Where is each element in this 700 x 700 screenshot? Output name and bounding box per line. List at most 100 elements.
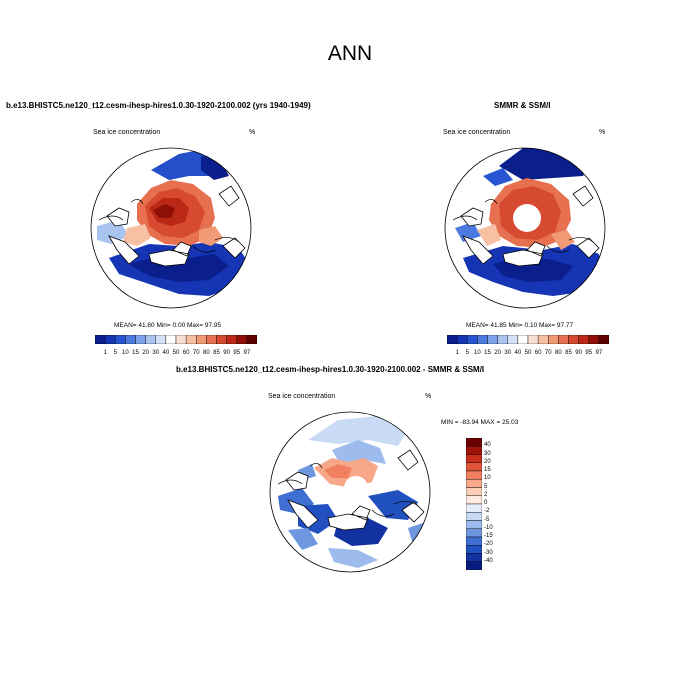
colorbar-tick-label: 90 [575, 350, 582, 356]
colorbar-swatch [466, 470, 482, 480]
colorbar-tick-label: 20 [494, 350, 501, 356]
model-polar-map [90, 147, 252, 309]
colorbar-tick-label: 1 [455, 350, 459, 356]
colorbar-swatch [125, 334, 136, 345]
colorbar-tick-label: 5 [484, 483, 488, 490]
obs-colorbar: 1 5 10 15 20 30 40 50 60 70 80 85 90 95 97 [446, 331, 610, 359]
colorbar-tick-label: 20 [484, 458, 491, 465]
colorbar-swatch [466, 462, 482, 472]
colorbar-swatch [246, 334, 258, 345]
obs-colorbar-swatches [446, 334, 610, 345]
colorbar-tick-label: 70 [544, 350, 552, 356]
model-colorbar: 1 5 10 15 20 30 40 50 60 70 80 85 90 95 97 [94, 331, 258, 359]
colorbar-swatch [94, 334, 106, 345]
diff-stats: MIN = -83.94 MAX = 25.03 [441, 419, 519, 426]
colorbar-tick-label: -2 [484, 508, 490, 515]
colorbar-swatch [466, 536, 482, 546]
obs-colorbar-labels: 1 5 10 15 20 30 40 50 60 70 80 85 90 95 97 [447, 349, 609, 359]
obs-variable-label: Sea ice concentration [443, 129, 511, 136]
diff-panel-title: b.e13.BHISTC5.ne120_t12.cesm-ihesp-hires… [176, 365, 485, 374]
colorbar-tick-label: -20 [484, 541, 493, 548]
colorbar-tick-label: -30 [484, 549, 493, 556]
colorbar-swatch [477, 334, 488, 345]
colorbar-swatch [598, 334, 610, 345]
colorbar-tick-label: 60 [182, 350, 190, 356]
colorbar-tick-label: 80 [203, 350, 210, 356]
colorbar-swatch [466, 495, 482, 505]
figure-title: ANN [327, 42, 373, 65]
colorbar-tick-label: 85 [213, 350, 220, 356]
colorbar-tick-label: 20 [142, 350, 149, 356]
colorbar-swatch [466, 520, 482, 529]
colorbar-tick-label: 40 [484, 442, 491, 449]
colorbar-tick-label: 95 [233, 350, 241, 356]
colorbar-swatch [206, 334, 217, 345]
colorbar-tick-label: 40 [514, 350, 522, 356]
colorbar-tick-label: 1 [103, 350, 107, 356]
colorbar-tick-label: 0 [484, 500, 488, 506]
colorbar-tick-label: 15 [484, 467, 491, 473]
colorbar-swatch [104, 334, 116, 345]
colorbar-tick-label: 50 [524, 350, 532, 356]
colorbar-swatch [155, 334, 167, 345]
model-stats: MEAN= 41.60 Min= 0.00 Max= 97.95 [114, 322, 222, 329]
colorbar-tick-label: 2 [484, 491, 488, 498]
colorbar-tick-label: 85 [565, 350, 572, 356]
colorbar-swatch [135, 334, 146, 345]
colorbar-swatch [226, 334, 237, 345]
colorbar-swatch [588, 334, 600, 345]
colorbar-swatch [446, 334, 458, 345]
colorbar-swatch [466, 503, 482, 513]
colorbar-tick-label: 10 [484, 475, 491, 482]
colorbar-swatch [466, 487, 482, 496]
diff-polar-map [269, 411, 431, 573]
colorbar-swatch [185, 334, 197, 345]
colorbar-tick-label: -10 [484, 524, 493, 531]
colorbar-tick-label: -5 [484, 516, 490, 523]
colorbar-tick-label: 70 [192, 350, 200, 356]
colorbar-swatch [466, 454, 482, 463]
obs-stats: MEAN= 41.85 Min= 0.10 Max= 97.77 [466, 322, 574, 329]
colorbar-swatch [466, 545, 482, 554]
colorbar-swatch [165, 334, 177, 345]
colorbar-swatch [466, 553, 482, 562]
colorbar-tick-label: 95 [585, 350, 593, 356]
diff-units-label: % [425, 393, 432, 400]
colorbar-swatch [145, 334, 156, 345]
colorbar-swatch [578, 334, 589, 345]
colorbar-swatch [456, 334, 468, 345]
colorbar-tick-label: -40 [484, 557, 493, 564]
colorbar-tick-label: 30 [152, 350, 160, 356]
colorbar-swatch [467, 334, 478, 345]
model-colorbar-swatches [94, 334, 258, 345]
colorbar-swatch [548, 334, 559, 345]
colorbar-tick-label: 90 [223, 350, 230, 356]
colorbar-swatch [537, 334, 549, 345]
colorbar-swatch [236, 334, 248, 345]
model-variable-label: Sea ice concentration [93, 129, 161, 136]
colorbar-tick-label: 30 [484, 450, 491, 457]
colorbar-swatch [497, 334, 508, 345]
colorbar-swatch [175, 334, 187, 345]
colorbar-swatch [466, 528, 482, 538]
colorbar-swatch [558, 334, 569, 345]
colorbar-swatch [517, 334, 529, 345]
colorbar-tick-label: 97 [243, 350, 251, 356]
colorbar-tick-label: 15 [484, 350, 491, 356]
colorbar-swatch [527, 334, 539, 345]
colorbar-tick-label: 15 [132, 350, 139, 356]
colorbar-tick-label: 5 [465, 350, 469, 356]
colorbar-swatch [466, 438, 482, 447]
colorbar-tick-label: -15 [484, 533, 493, 539]
colorbar-tick-label: 30 [504, 350, 512, 356]
obs-polar-map [444, 147, 606, 309]
model-colorbar-labels: 1 5 10 15 20 30 40 50 60 70 80 85 90 95 97 [95, 349, 257, 359]
colorbar-tick-label: 80 [555, 350, 562, 356]
colorbar-swatch [487, 334, 498, 345]
colorbar-swatch [568, 334, 579, 345]
colorbar-tick-label: 10 [474, 350, 481, 356]
model-panel-title: b.e13.BHISTC5.ne120_t12.cesm-ihesp-hires… [6, 101, 311, 110]
diff-variable-label: Sea ice concentration [268, 393, 336, 400]
colorbar-swatch [507, 334, 519, 345]
model-units-label: % [249, 129, 256, 136]
